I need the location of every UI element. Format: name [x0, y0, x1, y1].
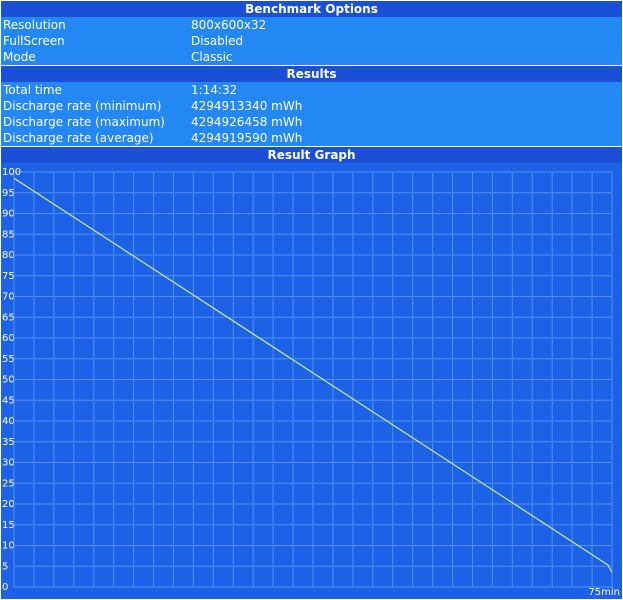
- y-tick-label: 40: [2, 416, 15, 427]
- y-tick-label: 75: [2, 271, 15, 282]
- y-tick-label: 0: [2, 582, 8, 593]
- info-row: FullScreen Disabled: [1, 33, 622, 49]
- y-tick-label: 90: [2, 209, 15, 220]
- info-value: 4294926458 mWh: [191, 115, 303, 129]
- section-header: Result Graph: [1, 147, 622, 163]
- info-label: FullScreen: [3, 34, 65, 48]
- y-tick-label: 85: [2, 229, 15, 240]
- y-tick-label: 50: [2, 375, 15, 386]
- x-tick-label: 75min: [588, 587, 620, 598]
- y-tick-label: 10: [2, 541, 15, 552]
- info-value: 4294919590 mWh: [191, 131, 303, 145]
- y-tick-label: 100: [2, 167, 21, 178]
- info-row: Discharge rate (average) 4294919590 mWh: [1, 130, 622, 146]
- y-tick-label: 55: [2, 354, 15, 365]
- info-value: Disabled: [191, 34, 244, 48]
- info-row: Mode Classic: [1, 49, 622, 65]
- y-tick-label: 95: [2, 188, 15, 199]
- info-label: Resolution: [3, 18, 66, 32]
- info-value: 1:14:32: [191, 83, 238, 97]
- y-tick-label: 25: [2, 478, 15, 489]
- y-tick-label: 30: [2, 458, 15, 469]
- y-tick-label: 65: [2, 312, 15, 323]
- info-row: Resolution 800x600x32: [1, 17, 622, 33]
- section-header: Results: [1, 66, 622, 82]
- data-line: [13, 177, 613, 573]
- graph-background: [1, 163, 622, 599]
- y-tick-label: 60: [2, 333, 15, 344]
- info-value: Classic: [191, 50, 233, 64]
- info-row: Discharge rate (minimum) 4294913340 mWh: [1, 98, 622, 114]
- info-row: Total time 1:14:32: [1, 82, 622, 98]
- y-tick-label: 5: [2, 561, 8, 572]
- y-tick-label: 70: [2, 292, 15, 303]
- y-tick-label: 15: [2, 520, 15, 531]
- info-value: 4294913340 mWh: [191, 99, 303, 113]
- section-header: Benchmark Options: [1, 1, 622, 17]
- info-label: Discharge rate (maximum): [3, 115, 165, 129]
- y-tick-label: 20: [2, 499, 15, 510]
- y-tick-label: 35: [2, 437, 15, 448]
- info-value: 800x600x32: [191, 18, 267, 32]
- info-label: Discharge rate (average): [3, 131, 154, 145]
- info-row: Discharge rate (maximum) 4294926458 mWh: [1, 114, 622, 130]
- info-label: Total time: [3, 83, 62, 97]
- y-tick-label: 80: [2, 250, 15, 261]
- info-label: Discharge rate (minimum): [3, 99, 162, 113]
- y-tick-label: 45: [2, 395, 15, 406]
- info-label: Mode: [3, 50, 36, 64]
